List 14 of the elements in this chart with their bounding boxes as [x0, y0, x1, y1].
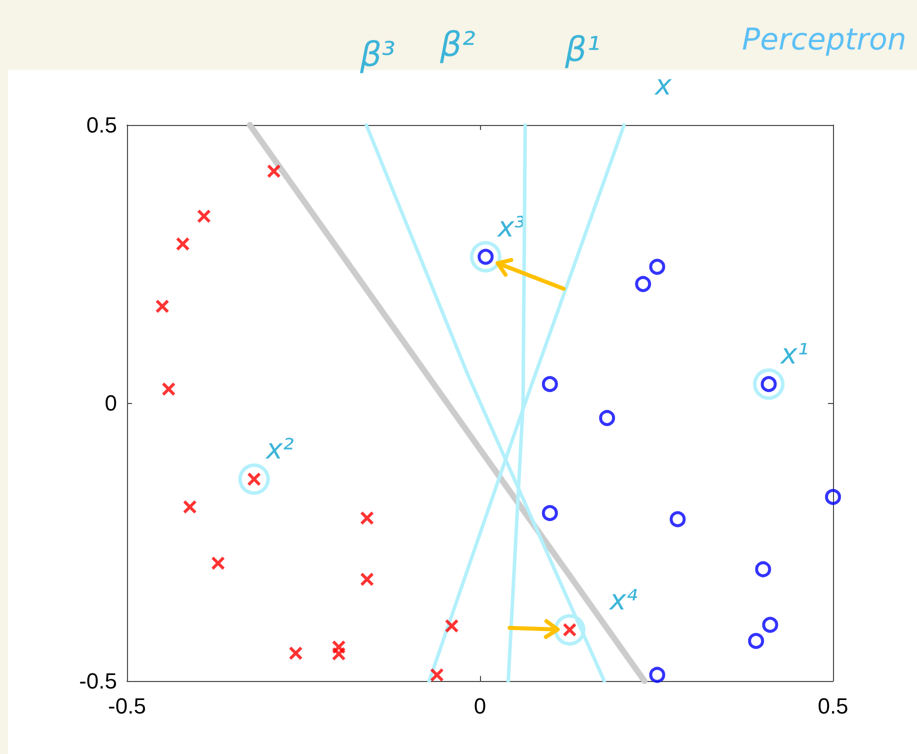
text: β³ — [359, 35, 396, 75]
annotation: x² — [265, 432, 294, 466]
annotation: x⁴ — [608, 583, 638, 616]
x-tick-label: 0.5 — [818, 694, 848, 718]
y-tick-label: 0 — [104, 390, 117, 416]
y-tick-label: 0.5 — [86, 112, 117, 138]
x-tick-label: 0 — [474, 694, 486, 718]
text: β¹ — [564, 30, 600, 70]
text: β² — [439, 25, 476, 65]
y-tick-label: -0.5 — [79, 668, 117, 694]
text: Perceptron — [742, 22, 906, 58]
annotation: x¹ — [780, 338, 809, 371]
x-tick-label: -0.5 — [108, 694, 146, 718]
text: x — [654, 68, 672, 102]
